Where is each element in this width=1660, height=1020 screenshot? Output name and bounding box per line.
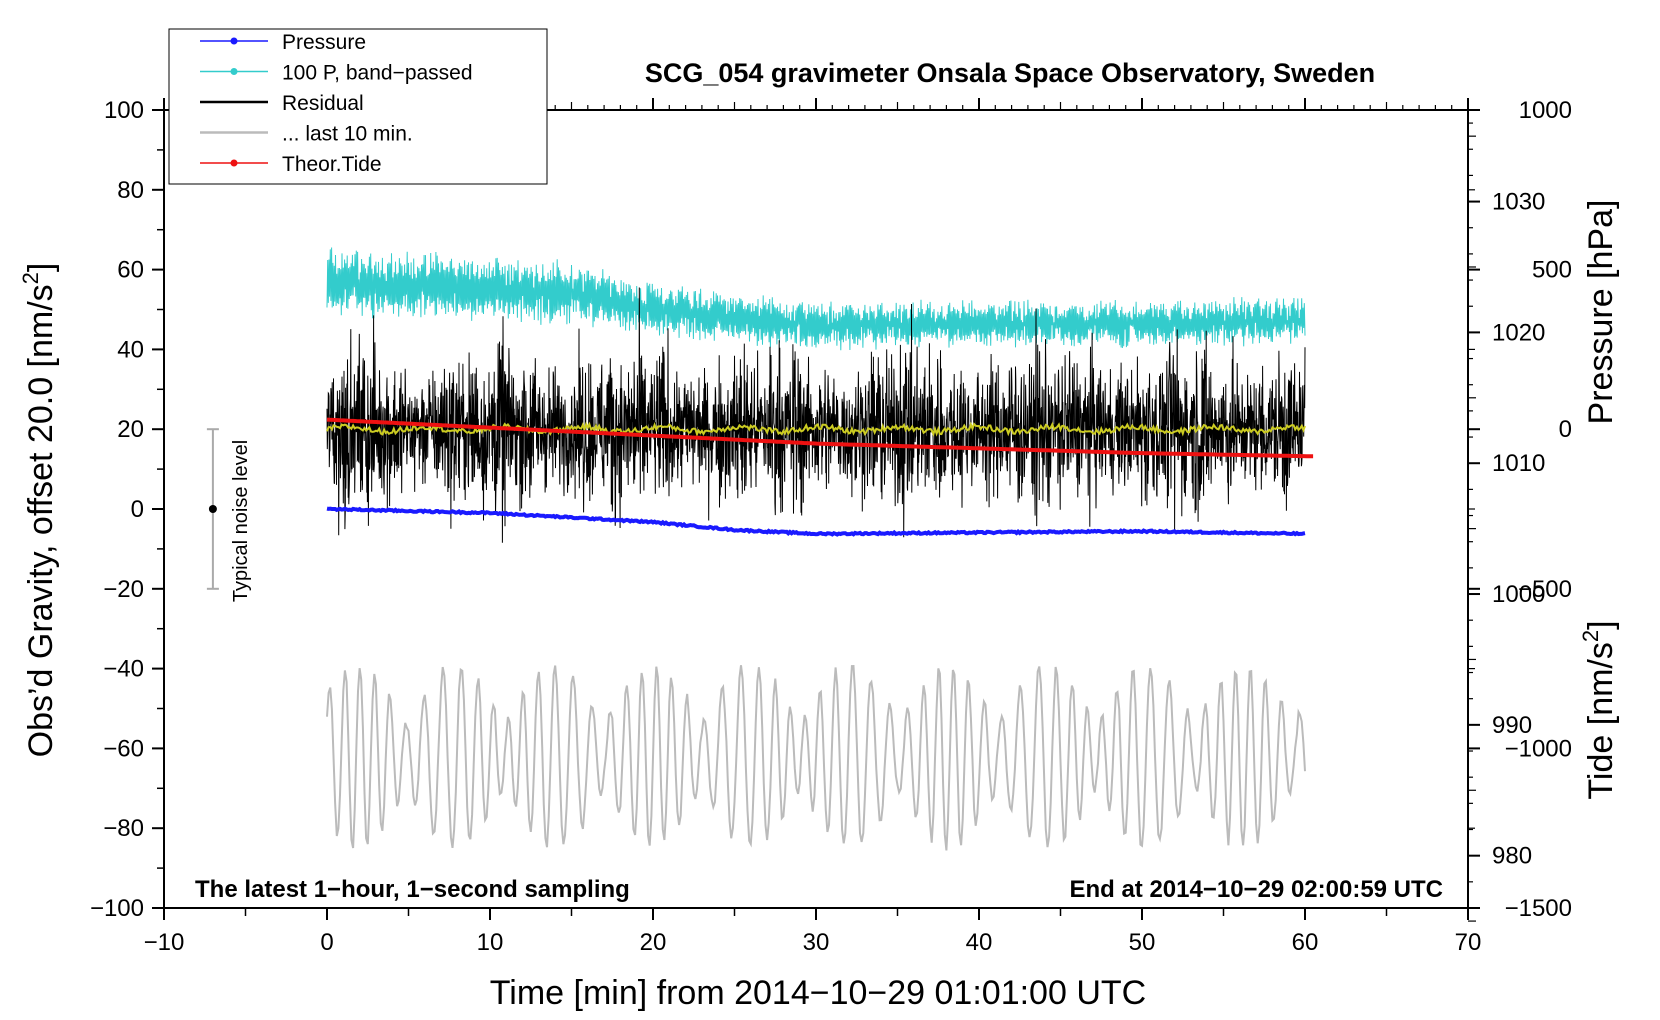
noise-bar-label: Typical noise level <box>230 440 252 602</box>
tide-tick-label: −1000 <box>1505 735 1572 762</box>
tide-tick-label: 1000 <box>1519 97 1572 124</box>
y-axis-title: Obs’d Gravity, offset 20.0 [nm/s2] <box>18 263 60 758</box>
legend-swatch-marker <box>230 37 238 45</box>
pressure-tick-label: 1020 <box>1492 319 1545 346</box>
legend: Pressure 100 P, band−passed Residual ... la… <box>168 28 548 185</box>
tide-tick-label: −500 <box>1518 576 1572 603</box>
x-tick-label: 20 <box>640 929 667 956</box>
y-tick-label: −80 <box>103 815 144 842</box>
y-tick-label: 80 <box>117 177 144 204</box>
y-tick-label: 0 <box>131 496 144 523</box>
pressure-tick-label: 1030 <box>1492 189 1545 216</box>
x-tick-label: 50 <box>1129 929 1156 956</box>
pressure-tick-label: 1000 <box>1492 581 1545 608</box>
y-tick-label: 20 <box>117 416 144 443</box>
pressure-tick-label: 990 <box>1492 712 1532 739</box>
last-10-min-line <box>326 664 1306 851</box>
x-tick-label: 70 <box>1455 929 1482 956</box>
x-axis-title: Time [min] from 2014−10−29 01:01:00 UTC <box>490 974 1146 1012</box>
legend-swatch-marker <box>230 159 238 167</box>
series-layer <box>326 247 1314 851</box>
legend-swatch-marker <box>230 68 238 75</box>
tide-axis-title: Tide [nm/s2] <box>1578 620 1620 799</box>
legend-box <box>168 28 548 185</box>
legend-label: Pressure <box>282 31 366 54</box>
y-tick-label: −40 <box>103 656 144 683</box>
y-tick-label: −60 <box>103 735 144 762</box>
tide-axis-title-end: ] <box>1582 620 1620 629</box>
x-tick-label: 30 <box>803 929 830 956</box>
y-tick-label: 40 <box>117 336 144 363</box>
pressure-tick-label: 980 <box>1492 843 1532 870</box>
y-tick-label: 100 <box>104 97 144 124</box>
y-tick-label: −100 <box>90 895 144 922</box>
pressure-axis-title: Pressure [hPa] <box>1582 200 1620 425</box>
x-tick-label: 10 <box>477 929 504 956</box>
noise-bar-center-dot <box>208 505 217 513</box>
noise-bar: Typical noise level <box>206 428 252 602</box>
tide-tick-label: 0 <box>1559 416 1572 443</box>
note-sampling: The latest 1−hour, 1−second sampling <box>195 876 630 903</box>
band-passed-pressure-line <box>326 247 1306 351</box>
y-tick-label: −20 <box>103 576 144 603</box>
tide-tick-label: 500 <box>1532 257 1572 284</box>
tide-axis-title-main: Tide [nm/s <box>1582 642 1620 799</box>
y-axis-title-sup: 2 <box>18 272 43 284</box>
residual-line <box>326 287 1306 543</box>
theoretical-tide-line <box>326 417 1314 459</box>
tide-tick-label: −1500 <box>1505 895 1572 922</box>
tide-axis-title-sup: 2 <box>1578 630 1603 642</box>
axes-layer: −10 0 10 20 30 40 50 60 70100806040200−20−40−60−… <box>90 97 1572 956</box>
x-tick-label: 60 <box>1292 929 1319 956</box>
chart-title: SCG_054 gravimeter Onsala Space Observat… <box>645 58 1375 88</box>
y-axis-title-end: ] <box>22 263 60 272</box>
x-tick-label: 40 <box>966 929 993 956</box>
legend-label: Residual <box>282 92 364 115</box>
y-axis-title-main: Obs’d Gravity, offset 20.0 [nm/s <box>22 284 60 757</box>
legend-label: Theor.Tide <box>282 153 382 176</box>
y-tick-label: 60 <box>117 257 144 284</box>
legend-label: ... last 10 min. <box>282 123 413 146</box>
legend-label: 100 P, band−passed <box>282 62 473 85</box>
pressure-tick-label: 1010 <box>1492 450 1545 477</box>
residual-smoothed-line <box>326 421 1306 438</box>
note-end-time: End at 2014−10−29 02:00:59 UTC <box>1069 876 1443 903</box>
pressure-line <box>326 506 1306 537</box>
x-tick-label: −10 <box>144 929 185 956</box>
x-tick-label: 0 <box>320 929 333 956</box>
